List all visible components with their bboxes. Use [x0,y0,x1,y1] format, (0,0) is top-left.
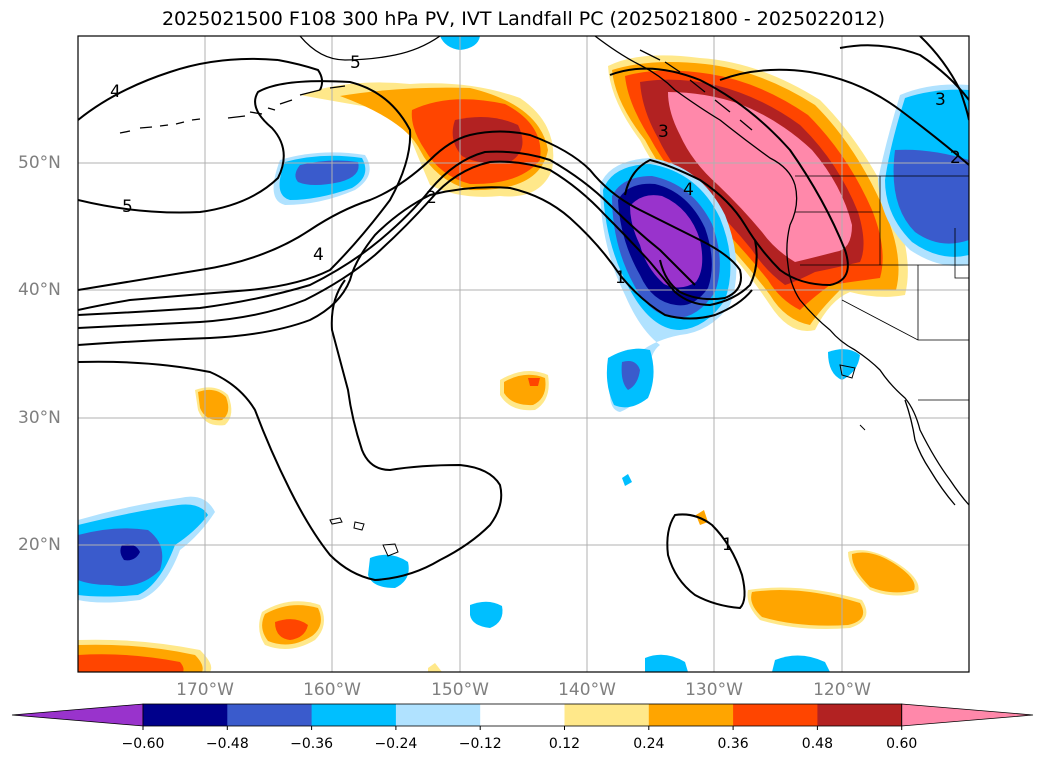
colorbar-frame [142,703,903,727]
lon-label: 170°W [176,680,234,700]
colorbar-tick-label: −0.60 [121,736,165,752]
colorbar-tick-label: −0.48 [205,736,249,752]
contour-label: 5 [122,197,133,217]
contour-label: 4 [313,245,324,265]
islands [329,364,866,557]
colorbar-segment [227,704,313,726]
contour-labels: 4 5 2 4 5 3 4 1 1 3 2 [110,53,961,555]
colorbar-tick-label: −0.12 [458,736,502,752]
colorbar-extend-left [11,703,144,727]
colorbar-segment [143,704,228,726]
colorbar-segment [648,704,734,726]
lat-label: 50°N [18,153,61,173]
contour-label: 4 [683,180,694,200]
colorbar-tick-label: 0.60 [886,736,918,752]
colorbar-segment [817,704,903,726]
colorbar-tick-label: 0.36 [717,736,749,752]
colorbar [11,703,1034,730]
lon-label: 160°W [303,680,361,700]
contour-label: 2 [426,188,437,208]
plot-frame [77,35,970,673]
colorbar-segment [733,704,818,726]
lon-label: 130°W [685,680,743,700]
colorbar-segment [480,704,565,726]
gridlines [78,36,969,672]
lat-label: 40°N [18,280,61,300]
negative-anomaly-northeast [878,84,969,266]
contour-label: 3 [658,122,669,142]
contour-label: 1 [615,268,626,288]
lat-label: 30°N [18,408,61,428]
contour-label: 1 [722,535,733,555]
map-title: 2025021500 F108 300 hPa PV, IVT Landfall… [161,8,886,30]
shaded-field [78,36,969,672]
colorbar-tick-label: 0.48 [801,736,833,752]
negative-anomaly-north [273,152,370,205]
colorbar-segment [311,704,397,726]
lon-label: 120°W [813,680,871,700]
colorbar-tick-label: −0.24 [374,736,418,752]
contour-label: 5 [350,53,361,73]
colorbar-tick-label: −0.36 [290,736,334,752]
colorbar-extend-right [901,703,1034,727]
negative-anomaly-southwest [78,496,215,603]
borders [795,175,969,401]
positive-anomaly-west-coast [608,55,908,331]
lon-label: 140°W [558,680,616,700]
lon-label: 150°W [431,680,489,700]
colorbar-segment [395,704,481,726]
colorbar-tick-label: 0.24 [633,736,665,752]
colorbar-segment [564,704,650,726]
contours [78,36,969,610]
contour-label: 3 [935,90,946,110]
contour-label: 4 [110,82,121,102]
small-anomaly-blobs [78,36,919,672]
colorbar-tick-label: 0.12 [548,736,581,752]
lat-label: 20°N [18,535,61,555]
coastlines [119,36,969,506]
contour-label: 2 [950,148,961,168]
